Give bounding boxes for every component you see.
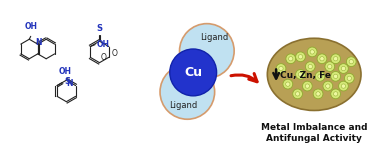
Circle shape xyxy=(307,47,317,57)
Circle shape xyxy=(318,74,322,78)
Circle shape xyxy=(333,92,338,96)
Circle shape xyxy=(317,54,327,64)
Circle shape xyxy=(313,89,323,99)
Text: Cu, Zn, Fe: Cu, Zn, Fe xyxy=(280,71,331,80)
Circle shape xyxy=(305,84,310,88)
Circle shape xyxy=(296,70,305,79)
Text: OH: OH xyxy=(59,67,71,76)
Circle shape xyxy=(296,92,300,96)
Text: Cu: Cu xyxy=(184,66,202,79)
Circle shape xyxy=(325,62,335,71)
Ellipse shape xyxy=(267,38,361,110)
Circle shape xyxy=(289,57,293,61)
Text: S: S xyxy=(96,24,102,33)
Circle shape xyxy=(349,59,353,64)
Circle shape xyxy=(276,64,286,73)
Text: Ligand: Ligand xyxy=(201,33,229,42)
Circle shape xyxy=(160,65,215,119)
Circle shape xyxy=(344,73,354,83)
Circle shape xyxy=(180,24,234,78)
Text: O: O xyxy=(112,49,118,58)
Circle shape xyxy=(331,89,341,99)
Text: OH: OH xyxy=(97,40,110,49)
Text: N: N xyxy=(36,38,42,47)
Circle shape xyxy=(323,81,333,91)
Circle shape xyxy=(326,84,330,88)
Circle shape xyxy=(331,71,341,81)
Circle shape xyxy=(320,57,324,61)
Text: Ligand: Ligand xyxy=(169,101,198,110)
Circle shape xyxy=(296,52,305,62)
Circle shape xyxy=(305,62,315,71)
Circle shape xyxy=(339,64,348,73)
Circle shape xyxy=(302,81,312,91)
Circle shape xyxy=(339,81,348,91)
Circle shape xyxy=(341,66,345,71)
Circle shape xyxy=(308,64,313,69)
Text: N: N xyxy=(66,79,73,88)
Circle shape xyxy=(286,82,290,86)
Circle shape xyxy=(315,71,325,81)
Circle shape xyxy=(347,76,352,80)
Circle shape xyxy=(333,57,338,61)
Circle shape xyxy=(316,92,320,96)
Circle shape xyxy=(286,54,296,64)
Text: OH: OH xyxy=(24,22,37,31)
Circle shape xyxy=(310,50,314,54)
Circle shape xyxy=(333,74,338,78)
Circle shape xyxy=(328,64,332,69)
Circle shape xyxy=(170,49,217,96)
Circle shape xyxy=(331,54,341,64)
Circle shape xyxy=(279,66,283,71)
Text: S: S xyxy=(65,77,71,86)
Circle shape xyxy=(283,79,293,89)
Circle shape xyxy=(298,72,303,77)
Circle shape xyxy=(298,55,303,59)
Circle shape xyxy=(341,84,345,88)
Text: O: O xyxy=(101,53,107,62)
Circle shape xyxy=(293,89,302,99)
Circle shape xyxy=(346,57,356,67)
Text: Metal Imbalance and
Antifungal Activity: Metal Imbalance and Antifungal Activity xyxy=(261,123,367,143)
